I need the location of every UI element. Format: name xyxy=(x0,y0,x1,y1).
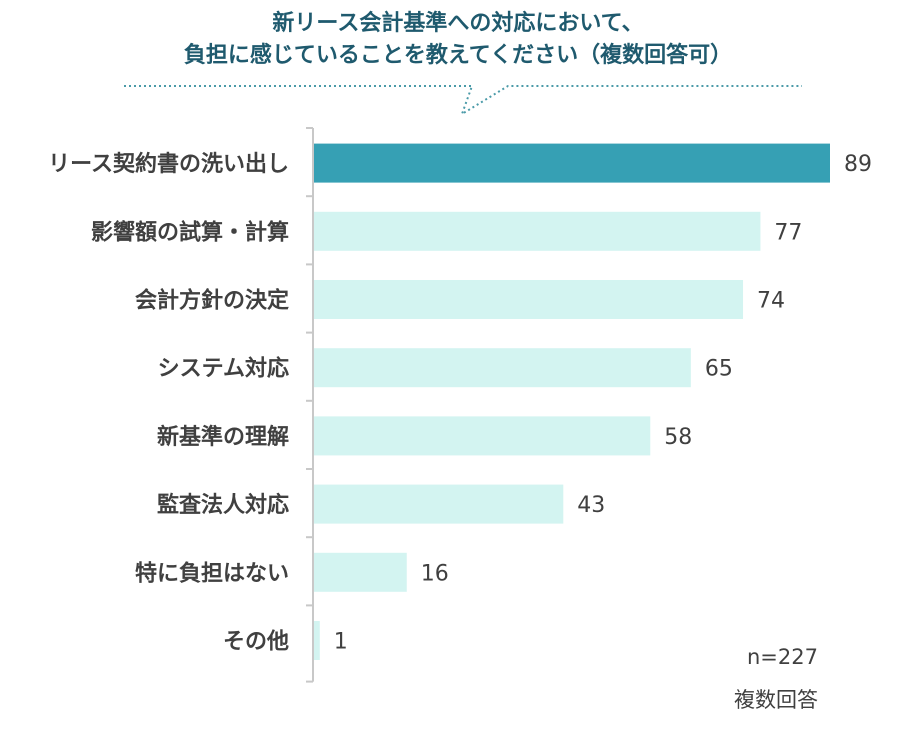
bar-6 xyxy=(314,552,407,592)
value-label-3: 65 xyxy=(705,357,733,382)
category-label-5: 監査法人対応 xyxy=(157,492,289,518)
value-label-7: 1 xyxy=(334,630,348,655)
category-label-6: 特に負担はない xyxy=(135,560,289,586)
chart-title-line-2: 負担に感じていることを教えてください（複数回答可） xyxy=(183,43,733,68)
category-label-1: 影響額の試算・計算 xyxy=(91,219,289,245)
bar-2 xyxy=(314,280,744,319)
sample-size-note: n=227 xyxy=(747,645,818,669)
category-labels: リース契約書の洗い出し影響額の試算・計算会計方針の決定システム対応新基準の理解監… xyxy=(48,151,289,654)
category-label-3: システム対応 xyxy=(158,356,289,382)
bar-3 xyxy=(314,348,691,388)
bar-0 xyxy=(314,143,830,183)
value-label-4: 58 xyxy=(664,425,692,450)
multiple-answer-note: 複数回答 xyxy=(734,688,818,712)
bar-1 xyxy=(314,211,761,251)
value-labels: 89 77 74 65 58 43 16 1 xyxy=(334,152,872,654)
category-label-4: 新基準の理解 xyxy=(157,424,289,450)
value-label-0: 89 xyxy=(844,152,872,177)
category-label-2: 会計方針の決定 xyxy=(135,288,289,314)
value-label-1: 77 xyxy=(774,220,802,245)
category-axis xyxy=(306,127,314,683)
value-label-2: 74 xyxy=(757,289,785,314)
chart-title-line-1: 新リース会計基準への対応において、 xyxy=(272,11,644,36)
category-label-7: その他 xyxy=(223,630,289,655)
value-label-6: 16 xyxy=(421,561,449,586)
bar-5 xyxy=(314,484,564,524)
bar-7 xyxy=(314,621,320,660)
category-label-0: リース契約書の洗い出し xyxy=(48,151,289,177)
title-callout-line xyxy=(124,85,802,117)
value-label-5: 43 xyxy=(577,493,605,518)
bar-4 xyxy=(314,416,651,456)
chart-title: 新リース会計基準への対応において、 負担に感じていることを教えてください（複数回… xyxy=(0,8,916,72)
bars-group xyxy=(314,143,830,660)
